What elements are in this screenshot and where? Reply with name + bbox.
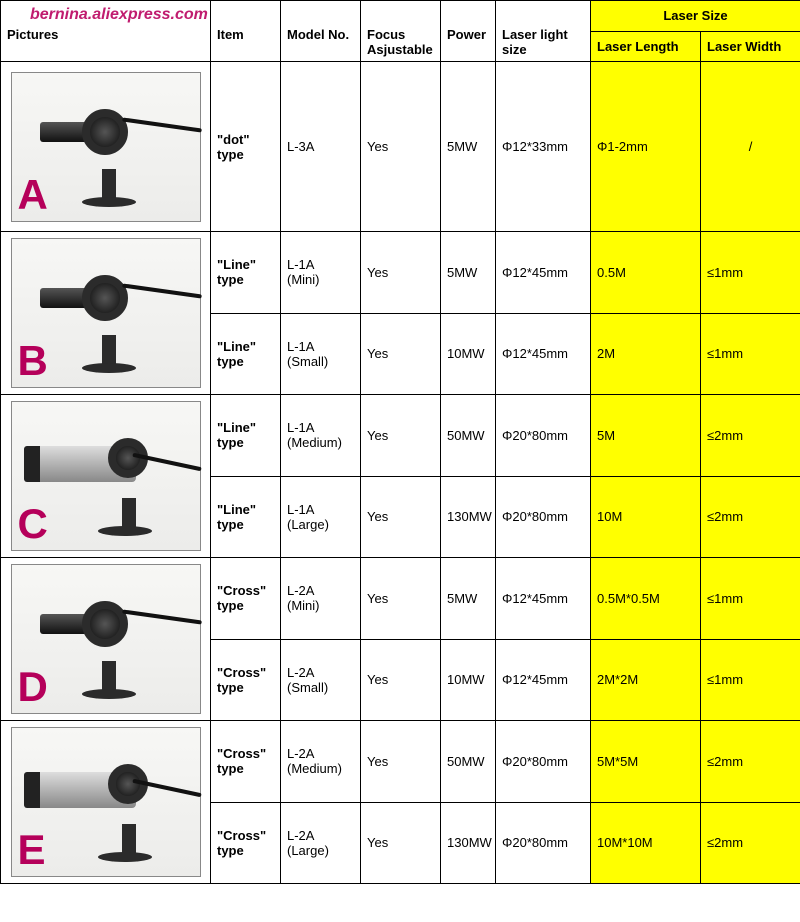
cell-item: "Line" type [211, 395, 281, 477]
header-laser-width: Laser Width [701, 31, 800, 62]
cell-model: L-1A(Medium) [281, 395, 361, 477]
product-table: Pictures Item Model No. Focus Asjustable… [0, 0, 800, 884]
product-image: E [11, 727, 201, 877]
group-letter: D [18, 663, 48, 711]
picture-cell-e: E [1, 721, 211, 884]
table-row: A "dot" typeL-3AYes5MWΦ12*33mmΦ1-2mm/ [1, 62, 800, 232]
cell-focus: Yes [361, 62, 441, 232]
cell-item: "Line" type [211, 313, 281, 395]
product-image: D [11, 564, 201, 714]
cell-laser-wid: ≤2mm [701, 476, 800, 558]
cell-light: Φ20*80mm [496, 395, 591, 477]
picture-cell-b: B [1, 232, 211, 395]
cell-model: L-1A(Small) [281, 313, 361, 395]
cell-model: L-3A [281, 62, 361, 232]
cell-laser-wid: ≤1mm [701, 639, 800, 721]
cell-model: L-2A(Mini) [281, 558, 361, 640]
cell-laser-len: 5M*5M [591, 721, 701, 803]
cell-power: 10MW [441, 313, 496, 395]
cell-focus: Yes [361, 721, 441, 803]
cell-focus: Yes [361, 558, 441, 640]
cell-power: 50MW [441, 395, 496, 477]
cell-power: 50MW [441, 721, 496, 803]
cell-laser-len: 5M [591, 395, 701, 477]
cell-focus: Yes [361, 395, 441, 477]
cell-model: L-2A(Small) [281, 639, 361, 721]
cell-light: Φ20*80mm [496, 721, 591, 803]
cell-power: 10MW [441, 639, 496, 721]
group-letter: E [18, 826, 46, 874]
cell-laser-wid: ≤2mm [701, 802, 800, 884]
cell-laser-wid: ≤1mm [701, 232, 800, 314]
cell-laser-len: 2M*2M [591, 639, 701, 721]
picture-cell-a: A [1, 62, 211, 232]
picture-cell-d: D [1, 558, 211, 721]
cell-model: L-2A(Medium) [281, 721, 361, 803]
header-light: Laser light size [496, 1, 591, 62]
header-laser-length: Laser Length [591, 31, 701, 62]
cell-focus: Yes [361, 639, 441, 721]
cell-focus: Yes [361, 313, 441, 395]
header-focus: Focus Asjustable [361, 1, 441, 62]
cell-model: L-2A(Large) [281, 802, 361, 884]
cell-laser-len: 10M*10M [591, 802, 701, 884]
cell-laser-len: 0.5M [591, 232, 701, 314]
cell-focus: Yes [361, 232, 441, 314]
cell-laser-len: 10M [591, 476, 701, 558]
product-image: B [11, 238, 201, 388]
cell-power: 5MW [441, 62, 496, 232]
cell-model: L-1A(Mini) [281, 232, 361, 314]
cell-laser-wid: ≤1mm [701, 558, 800, 640]
cell-power: 130MW [441, 476, 496, 558]
group-letter: C [18, 500, 48, 548]
cell-focus: Yes [361, 476, 441, 558]
cell-laser-len: 0.5M*0.5M [591, 558, 701, 640]
cell-light: Φ20*80mm [496, 802, 591, 884]
picture-cell-c: C [1, 395, 211, 558]
cell-light: Φ12*45mm [496, 232, 591, 314]
header-item: Item [211, 1, 281, 62]
header-model: Model No. [281, 1, 361, 62]
table-row: B"Line" typeL-1A(Mini)Yes5MWΦ12*45mm0.5M… [1, 232, 800, 314]
product-image: A [11, 72, 201, 222]
cell-light: Φ20*80mm [496, 476, 591, 558]
header-laser-size: Laser Size [591, 1, 800, 32]
cell-laser-wid: ≤2mm [701, 395, 800, 477]
cell-item: "Cross" type [211, 802, 281, 884]
cell-laser-len: Φ1-2mm [591, 62, 701, 232]
header-power: Power [441, 1, 496, 62]
cell-power: 5MW [441, 232, 496, 314]
watermark-text: bernina.aliexpress.com [30, 6, 208, 24]
product-image: C [11, 401, 201, 551]
cell-power: 5MW [441, 558, 496, 640]
cell-item: "Cross" type [211, 721, 281, 803]
group-letter: A [18, 171, 48, 219]
cell-power: 130MW [441, 802, 496, 884]
cell-light: Φ12*45mm [496, 558, 591, 640]
cell-item: "Cross" type [211, 558, 281, 640]
cell-item: "dot" type [211, 62, 281, 232]
table-row: C"Line" typeL-1A(Medium)Yes50MWΦ20*80mm5… [1, 395, 800, 477]
cell-laser-wid: ≤2mm [701, 721, 800, 803]
cell-laser-wid: / [701, 62, 800, 232]
cell-laser-len: 2M [591, 313, 701, 395]
cell-item: "Line" type [211, 232, 281, 314]
cell-model: L-1A(Large) [281, 476, 361, 558]
cell-item: "Line" type [211, 476, 281, 558]
cell-focus: Yes [361, 802, 441, 884]
table-row: E"Cross" typeL-2A(Medium)Yes50MWΦ20*80mm… [1, 721, 800, 803]
table-row: D"Cross" typeL-2A(Mini)Yes5MWΦ12*45mm0.5… [1, 558, 800, 640]
group-letter: B [18, 337, 48, 385]
cell-item: "Cross" type [211, 639, 281, 721]
cell-laser-wid: ≤1mm [701, 313, 800, 395]
cell-light: Φ12*33mm [496, 62, 591, 232]
cell-light: Φ12*45mm [496, 639, 591, 721]
cell-light: Φ12*45mm [496, 313, 591, 395]
